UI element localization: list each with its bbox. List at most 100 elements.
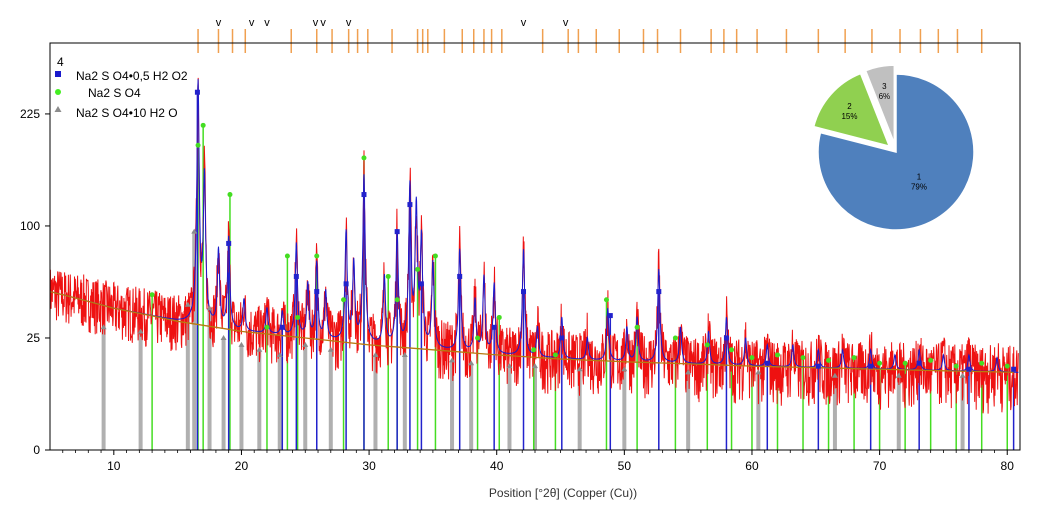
phase2-marker bbox=[496, 314, 502, 320]
pie-slice-1 bbox=[817, 73, 975, 231]
check-mark: v bbox=[320, 17, 326, 29]
pie-slice-label: 1 bbox=[917, 173, 922, 182]
check-mark: v bbox=[563, 17, 569, 29]
phase2-marker bbox=[475, 335, 481, 341]
phase3-marker bbox=[238, 341, 245, 347]
background-curve bbox=[49, 290, 1014, 373]
check-mark: v bbox=[249, 17, 255, 29]
y-tick-label: 100 bbox=[20, 219, 40, 233]
phase1-marker bbox=[314, 289, 320, 295]
phase2-marker bbox=[800, 355, 806, 361]
phase1-marker bbox=[559, 335, 565, 341]
phase3-marker bbox=[220, 334, 227, 340]
phase1-marker bbox=[656, 289, 662, 295]
phase2-marker bbox=[195, 142, 201, 148]
phase3-marker bbox=[256, 346, 263, 352]
phase2-marker bbox=[314, 253, 320, 259]
phase2-marker bbox=[826, 357, 832, 363]
phase2-marker bbox=[603, 297, 609, 303]
x-axis-label: Position [°2θ] (Copper (Cu)) bbox=[489, 486, 637, 500]
phase2-marker bbox=[149, 292, 155, 298]
phase2-marker bbox=[851, 355, 857, 361]
phase1-marker bbox=[723, 335, 729, 341]
phase1-marker bbox=[491, 324, 497, 330]
phase3-marker bbox=[895, 372, 902, 378]
legend-marker-triangle bbox=[54, 106, 62, 112]
phase2-marker bbox=[341, 297, 347, 303]
phase3-marker bbox=[401, 351, 408, 357]
x-tick-label: 10 bbox=[107, 459, 121, 473]
phase3-marker bbox=[621, 366, 628, 372]
phase1-marker bbox=[394, 229, 400, 235]
phase3-marker bbox=[685, 369, 692, 375]
phase1-marker bbox=[457, 273, 463, 279]
x-tick-label: 40 bbox=[490, 459, 504, 473]
axes: 10 20 30 40 50 60 70 80 0 25 100 225 bbox=[20, 107, 1014, 473]
phase2-marker bbox=[749, 355, 755, 361]
phase-markers bbox=[100, 89, 1017, 378]
legend-label: Na2 S O4•10 H2 O bbox=[76, 106, 178, 120]
phase2-marker bbox=[385, 273, 391, 279]
pie-slice-label: 3 bbox=[882, 82, 887, 91]
phase2-marker bbox=[552, 352, 558, 358]
phase1-sticks bbox=[196, 92, 1015, 450]
phase2-marker bbox=[877, 360, 883, 366]
legend-marker-square bbox=[55, 71, 61, 77]
phase2-marker bbox=[227, 192, 233, 198]
legend-item-phase1: Na2 S O4•0,5 H2 O2 bbox=[55, 69, 188, 83]
phase2-marker bbox=[200, 122, 206, 128]
check-mark: v bbox=[313, 17, 319, 29]
legend: Na2 S O4•0,5 H2 O2 Na2 S O4 Na2 S O4•10 … bbox=[54, 69, 188, 120]
phase1-marker bbox=[916, 360, 922, 366]
check-mark: v bbox=[521, 17, 527, 29]
phase2-marker bbox=[1004, 363, 1010, 369]
y-tick-label: 0 bbox=[33, 443, 40, 457]
phase1-marker bbox=[607, 313, 613, 319]
phase1-marker bbox=[226, 240, 232, 246]
legend-label: Na2 S O4•0,5 H2 O2 bbox=[76, 69, 188, 83]
x-tick-label: 50 bbox=[618, 459, 632, 473]
phase3-marker bbox=[327, 346, 334, 352]
phase2-marker bbox=[361, 155, 367, 161]
phase3-marker bbox=[191, 228, 198, 234]
phase2-marker bbox=[928, 357, 934, 363]
legend-item-phase2: Na2 S O4 bbox=[55, 86, 141, 100]
x-tick-label: 20 bbox=[235, 459, 249, 473]
phase2-marker bbox=[284, 253, 290, 259]
phase3-marker bbox=[532, 363, 538, 369]
phase1-marker bbox=[966, 366, 972, 372]
phase2-marker bbox=[953, 363, 959, 369]
phase1-marker bbox=[343, 281, 349, 287]
phase3-marker bbox=[302, 341, 309, 347]
phase3-marker bbox=[100, 324, 107, 330]
pie-slice-2 bbox=[812, 72, 891, 148]
y-tick-label: 225 bbox=[20, 107, 40, 121]
y-tick-label: 25 bbox=[27, 331, 41, 345]
phase1-marker bbox=[194, 89, 200, 95]
phase2-marker bbox=[394, 297, 400, 303]
phase1-marker bbox=[815, 363, 821, 369]
phase3-marker bbox=[831, 372, 838, 378]
phase3-marker bbox=[576, 366, 583, 372]
phase2-marker bbox=[531, 347, 537, 353]
pie-slice-percent: 15% bbox=[841, 112, 857, 121]
pie-slice-label: 2 bbox=[847, 102, 852, 111]
phase2-marker bbox=[295, 314, 301, 320]
phase3-marker bbox=[137, 328, 144, 334]
check-mark: v bbox=[216, 17, 222, 29]
phase1-marker bbox=[407, 202, 413, 208]
phase2-marker bbox=[902, 360, 908, 366]
panel-label: 4 bbox=[57, 55, 64, 69]
phase3-marker bbox=[506, 363, 513, 369]
pie-slice-percent: 6% bbox=[879, 92, 891, 101]
phase1-marker bbox=[293, 273, 299, 279]
phase2-marker bbox=[415, 266, 421, 272]
phase3-marker bbox=[449, 357, 456, 363]
inset-pie-chart: 179% 215% 36% bbox=[812, 64, 975, 231]
x-tick-label: 60 bbox=[745, 459, 759, 473]
phase2-marker bbox=[264, 324, 270, 330]
x-tick-label: 70 bbox=[873, 459, 887, 473]
phase3-marker bbox=[184, 301, 191, 307]
check-mark: v bbox=[346, 17, 352, 29]
